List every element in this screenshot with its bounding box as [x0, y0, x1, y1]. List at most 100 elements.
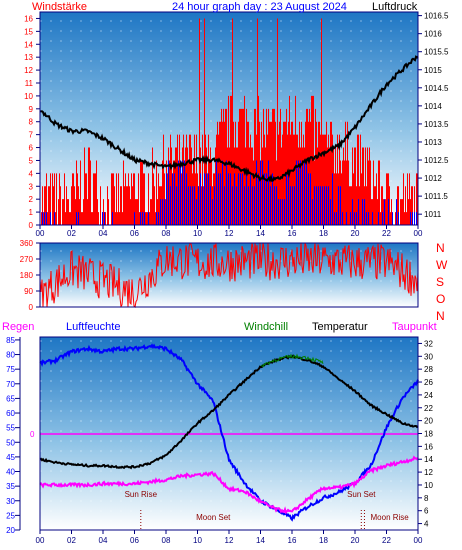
direction-series-layer — [39, 242, 419, 309]
temp-x-tick-label: 06 — [130, 536, 139, 545]
luftfeuchte-label: Luftfeuchte — [66, 321, 120, 333]
temperature-right-tick-label: 8 — [424, 494, 429, 503]
wind-x-tick-label: 04 — [99, 229, 108, 238]
pressure-series — [40, 55, 419, 183]
wind-left-tick-label: 12 — [24, 66, 33, 75]
wind-left-tick-label: 15 — [24, 27, 33, 36]
humidity-left-tick-label: 55 — [6, 424, 15, 433]
temp-x-tick-label: 10 — [193, 536, 202, 545]
direction-left-tick-label: 360 — [20, 239, 34, 248]
humidity-left-tick-label: 35 — [6, 482, 15, 491]
wind-left-tick-label: 7 — [29, 131, 34, 140]
wind-x-tick-label: 00 — [36, 229, 45, 238]
temperature-right-tick-label: 18 — [424, 430, 433, 439]
pressure-right-tick-label: 1016 — [424, 30, 442, 39]
temp-x-tick-label: 02 — [67, 536, 76, 545]
wind-x-tick-label: 02 — [67, 229, 76, 238]
temperature-right-tick-label: 24 — [424, 391, 433, 400]
wind-left-tick-label: 5 — [29, 156, 34, 165]
pressure-right-tick-label: 1012 — [424, 174, 442, 183]
temperature-right-tick-label: 10 — [424, 481, 433, 490]
wind-left-tick-label: 4 — [29, 169, 34, 178]
wind-left-tick-label: 3 — [29, 182, 34, 191]
wind-x-tick-label: 08 — [162, 229, 171, 238]
rain-zero-label: 0 — [30, 430, 35, 439]
pressure-series-layer — [40, 55, 419, 183]
temp-x-tick-label: 22 — [382, 536, 391, 545]
compass-letter: N — [436, 309, 445, 323]
dewpoint-series — [39, 455, 419, 515]
regen-label: Regen — [2, 321, 34, 333]
humidity-left-tick-label: 80 — [6, 351, 15, 360]
taupunkt-label: Taupunkt — [392, 321, 437, 333]
temp-x-axis: 00 02 04 06 08 10 12 14 16 18 20 22 00 — [36, 530, 423, 545]
temperature-right-tick-label: 14 — [424, 455, 433, 464]
temp-x-tick-label: 20 — [351, 536, 360, 545]
direction-left-tick-label: 90 — [24, 287, 33, 296]
humidity-left-tick-label: 20 — [6, 526, 15, 535]
wind-left-tick-label: 8 — [29, 118, 34, 127]
wind-direction-series — [39, 242, 419, 309]
temperature-right-tick-label: 12 — [424, 468, 433, 477]
wind-x-tick-label: 00 — [414, 229, 423, 238]
humidity-left-tick-label: 25 — [6, 511, 15, 520]
event-markers-layer: Sun Rise Moon Set Sun Set Moon Rise — [125, 490, 410, 530]
direction-left-tick-label: 270 — [20, 255, 34, 264]
gust-series — [42, 160, 417, 225]
windchill-series — [260, 353, 324, 368]
temperature-right-tick-label: 22 — [424, 404, 433, 413]
pressure-right-tick-label: 1015 — [424, 66, 442, 75]
wind-left-tick-label: 14 — [24, 40, 33, 49]
temperature-right-tick-label: 30 — [424, 352, 433, 361]
humidity-left-axis: 20 25 30 35 40 45 50 55 60 65 70 75 80 85 — [6, 336, 20, 535]
luftdruck-label: Luftdruck — [372, 1, 418, 13]
temp-x-tick-label: 12 — [225, 536, 234, 545]
pressure-right-tick-label: 1013 — [424, 138, 442, 147]
humidity-left-tick-label: 40 — [6, 468, 15, 477]
wind-left-tick-label: 2 — [29, 195, 34, 204]
humidity-left-tick-label: 85 — [6, 336, 15, 345]
direction-left-tick-label: 0 — [29, 303, 34, 312]
direction-left-axis: 0 90 180 270 360 — [20, 239, 40, 312]
event-marker-label: Moon Rise — [371, 513, 410, 522]
wind-left-tick-label: 11 — [25, 79, 34, 88]
temp-x-tick-label: 04 — [99, 536, 108, 545]
wind-x-tick-label: 16 — [288, 229, 297, 238]
temperature-series-layer — [39, 343, 419, 522]
temperature-series — [39, 354, 419, 470]
compass-letter: S — [436, 275, 444, 289]
wind-left-tick-label: 10 — [24, 92, 33, 101]
wind-x-tick-label: 10 — [193, 229, 202, 238]
temperature-right-axis: 4 6 8 10 12 14 16 18 20 22 24 26 28 30 32 — [418, 339, 433, 529]
temperature-right-tick-label: 4 — [424, 520, 429, 529]
event-marker-label: Moon Set — [196, 513, 231, 522]
temp-x-tick-label: 14 — [256, 536, 265, 545]
pressure-right-tick-label: 1011 — [424, 210, 442, 219]
humidity-left-tick-label: 65 — [6, 394, 15, 403]
wind-x-tick-label: 18 — [319, 229, 328, 238]
wind-x-tick-label: 06 — [130, 229, 139, 238]
temperature-panel: Sun Rise Moon Set Sun Set Moon Rise 20 25 30 3… — [6, 336, 433, 545]
humidity-left-tick-label: 45 — [6, 453, 15, 462]
wind-x-tick-label: 20 — [351, 229, 360, 238]
wind-left-tick-label: 6 — [29, 144, 34, 153]
pressure-right-tick-label: 1015.5 — [424, 48, 449, 57]
temperature-right-tick-label: 26 — [424, 378, 433, 387]
temp-x-tick-label: 16 — [288, 536, 297, 545]
humidity-left-tick-label: 60 — [6, 409, 15, 418]
temperature-right-tick-label: 28 — [424, 365, 433, 374]
temperature-right-tick-label: 6 — [424, 507, 429, 516]
temperature-right-tick-label: 20 — [424, 417, 433, 426]
pressure-right-tick-label: 1016.5 — [424, 12, 449, 21]
event-marker-label: Sun Rise — [125, 490, 158, 499]
compass-letter: N — [436, 241, 445, 255]
temp-x-tick-label: 18 — [319, 536, 328, 545]
temperature-right-tick-label: 16 — [424, 442, 433, 451]
wind-left-tick-label: 13 — [24, 53, 33, 62]
